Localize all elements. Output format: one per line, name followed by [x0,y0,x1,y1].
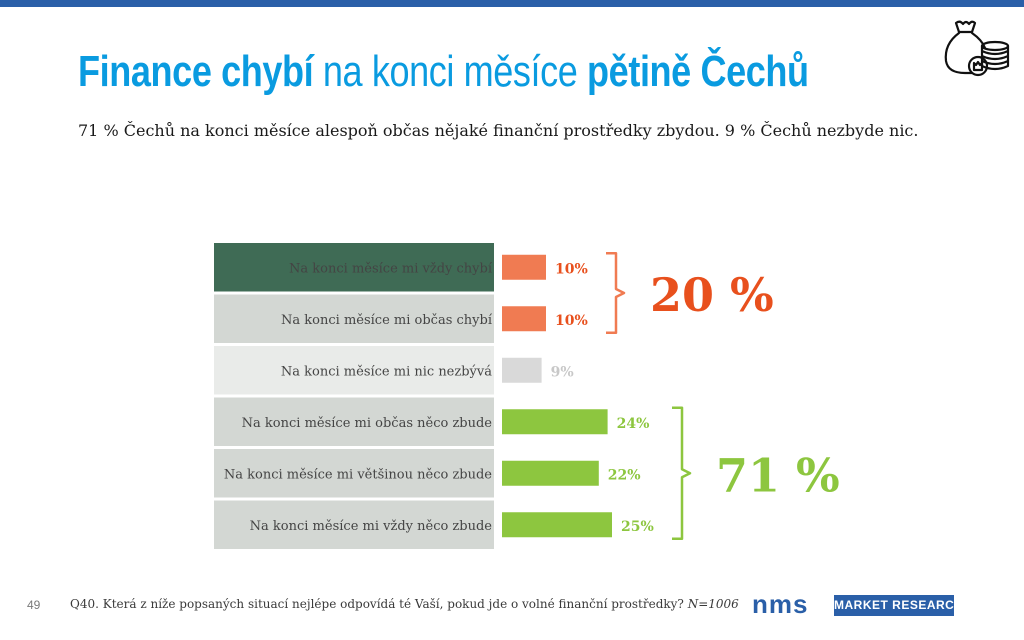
category-label: Na konci měsíce mi nic nezbývá [281,364,492,379]
group-bracket [672,406,692,540]
category-label-bg [214,449,494,498]
footnote-sample-size: N=1006 [687,597,739,611]
bar [502,512,612,538]
bar-chart: Na konci měsíce mi vždy chybí 10% Na konci… [214,243,840,549]
category-label: Na konci měsíce mi občas chybí [281,313,493,328]
category-label: Na konci měsíce mi většinou něco zbude [224,467,492,482]
page-number: 49 [27,598,41,612]
title-part-bold-2: pětině Čechů [587,47,809,96]
title-part-bold-1: Finance chybí [78,47,314,96]
top-accent-bar [0,0,1024,7]
value-label: 22% [608,467,641,483]
category-label-bg [214,500,494,549]
category-label-bg [214,294,494,343]
category-label-bg [214,243,494,292]
page-title: Finance chybí na konci měsíce pětině Čec… [78,44,809,100]
bar [502,254,546,280]
category-label: Na konci měsíce mi občas něco zbude [242,416,493,431]
category-label: Na konci měsíce mi vždy něco zbude [250,519,493,534]
category-label-bg [214,346,494,395]
group-total-label: 20 % [650,268,774,322]
title-part-light: na konci měsíce [313,47,588,96]
value-label: 10% [555,261,588,277]
money-bag-coins-icon [938,18,1014,80]
value-label: 10% [555,313,588,329]
group-total-label: 71 % [716,448,840,502]
page-subtitle: 71 % Čechů na konci měsíce alespoň občas… [78,121,919,140]
bar [502,409,608,435]
footnote-question-text: Q40. Která z níže popsaných situací nejl… [70,597,684,611]
logo-tagline: MARKET RESEARCH [834,595,963,616]
bar [502,306,546,332]
logo-nms-text: nms [752,589,809,619]
value-label: 24% [617,416,650,432]
bar [502,357,542,383]
category-label: Na konci měsíce mi vždy chybí [289,261,493,276]
bar [502,460,599,486]
category-label-bg [214,397,494,446]
footnote-question: Q40. Která z níže popsaných situací nejl… [70,597,739,611]
value-label: 25% [621,519,654,535]
value-label: 9% [551,364,574,380]
group-bracket [606,252,626,334]
